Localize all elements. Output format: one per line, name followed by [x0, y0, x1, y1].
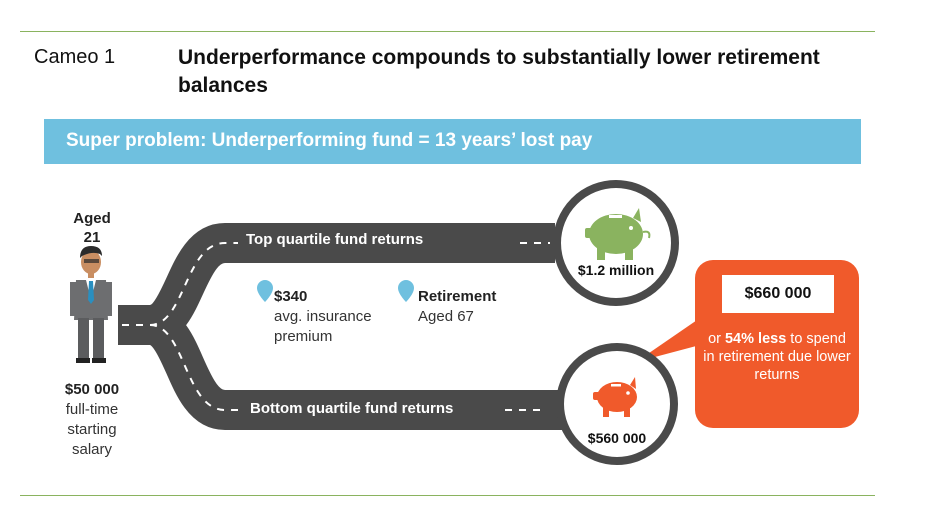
bottom-divider — [20, 495, 875, 496]
salary-line-1: full-time — [65, 401, 119, 418]
callout-box: $660 000 or 54% less to spend in retirem… — [695, 260, 859, 428]
retirement-age: Aged 67 — [418, 308, 474, 325]
callout-text: or 54% less to spend in retirement due l… — [703, 330, 851, 384]
age-value: 21 — [83, 229, 101, 246]
lane-dashes — [122, 242, 550, 411]
bottom-road-label: Bottom quartile fund returns — [250, 400, 454, 417]
piggy-bank-icon — [585, 208, 651, 260]
map-pin-icon — [257, 280, 414, 302]
cameo-label: Cameo 1 — [34, 46, 116, 68]
person-icon — [70, 246, 112, 363]
callout-pointer — [636, 318, 700, 362]
insurance-line-1: avg. insurance — [274, 308, 372, 325]
insurance-line-2: premium — [274, 328, 333, 345]
age-label: Aged — [73, 210, 111, 227]
top-outcome-circle — [553, 180, 679, 306]
insurance-value: $340 — [274, 288, 308, 305]
bottom-outcome-value: $560 000 — [587, 430, 647, 446]
salary-value: $50 000 — [64, 381, 120, 398]
callout-amount: $660 000 — [722, 275, 834, 313]
bottom-outcome-circle — [556, 343, 678, 465]
salary-line-3: salary — [71, 441, 112, 458]
page-title: Underperformance compounds to substantia… — [178, 46, 820, 97]
top-divider — [20, 31, 875, 32]
banner: Super problem: Underperforming fund = 13… — [44, 119, 861, 164]
top-outcome-value: $1.2 million — [577, 262, 655, 278]
callout-pre: or — [708, 331, 725, 347]
bottom-road — [146, 305, 565, 430]
piggy-bank-icon — [593, 377, 637, 417]
retirement-title: Retirement — [418, 288, 497, 305]
callout-post: to spend in retirement due lower returns — [703, 331, 851, 383]
callout-highlight: 54% less — [724, 331, 787, 347]
top-road-label: Top quartile fund returns — [246, 231, 424, 248]
banner-text: Super problem: Underperforming fund = 13… — [66, 130, 593, 151]
salary-line-2: starting — [67, 421, 117, 438]
